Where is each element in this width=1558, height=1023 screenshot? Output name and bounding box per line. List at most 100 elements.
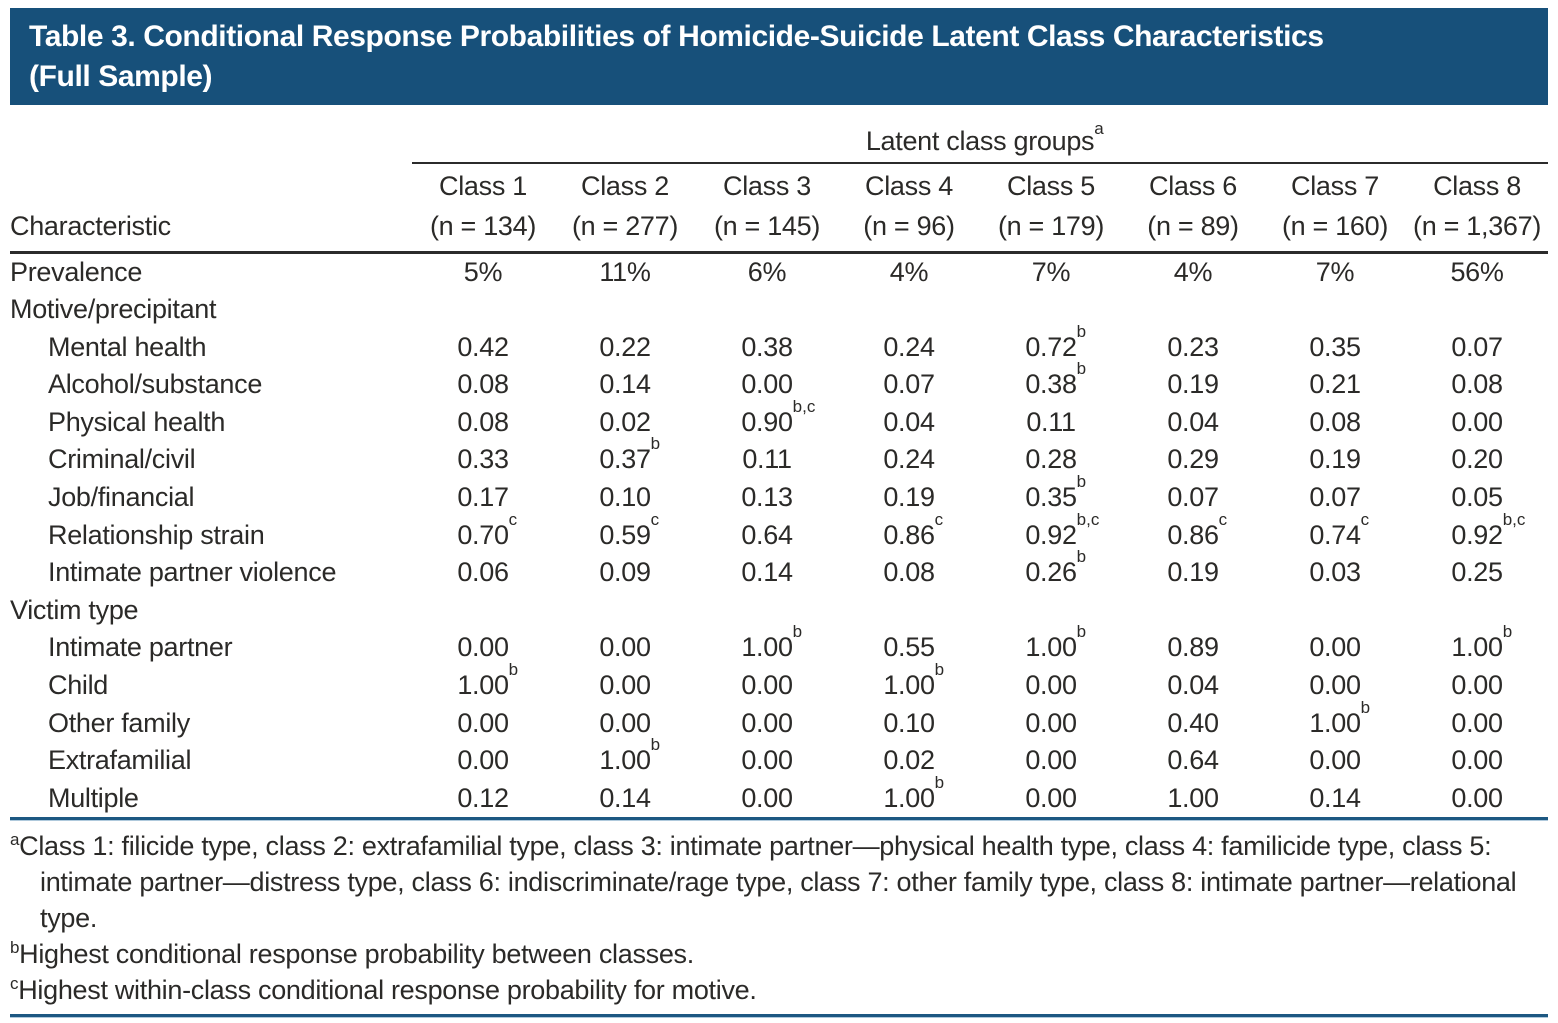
class-column-header: Class 7 <box>1291 171 1379 201</box>
table-row: Mental health 0.42 0.22 0.38 0.24 0.72 b 0.23 0.… <box>10 323 1548 367</box>
footnote-marker: a <box>10 830 20 850</box>
value-cell: 0.00 <box>1025 670 1077 701</box>
value-cell: 0.00 <box>1451 782 1503 813</box>
value-cell: 0.07 <box>883 369 935 400</box>
value-cell <box>838 291 980 329</box>
value-cell: 0.08 <box>457 406 509 437</box>
value-cell: 0.00 <box>741 670 793 701</box>
corner-cell <box>10 117 412 163</box>
value-cell: 0.23 <box>1167 331 1219 362</box>
value-cell: 0.14 <box>741 557 793 588</box>
value-cell: 0.38 <box>741 331 793 362</box>
table-title-bar: Table 3. Conditional Response Probabilit… <box>10 8 1548 105</box>
value-cell: 1.00 b <box>883 660 945 701</box>
value-cell: 0.02 <box>599 406 651 437</box>
value-cell: 0.11 <box>742 444 792 475</box>
value-cell: 0.25 <box>1451 557 1503 588</box>
value-cell: 0.19 <box>1309 444 1361 475</box>
value-cell: 0.86 c <box>883 509 944 550</box>
column-header-characteristic: Characteristic <box>10 209 412 254</box>
footnote-marker: b <box>10 938 20 958</box>
value-cell: 0.08 <box>1451 369 1503 400</box>
row-label: Prevalence <box>10 256 143 287</box>
value-cell: 0.92 b,c <box>1451 509 1526 550</box>
value-cell: 0.11 <box>1026 406 1076 437</box>
value-cell: 0.00 <box>1451 670 1503 701</box>
value-cell: 0.13 <box>741 482 793 513</box>
value-cell: 0.00 <box>741 369 793 400</box>
value-cell: 1.00 b <box>1025 622 1087 663</box>
table-bottom-rule <box>10 817 1548 821</box>
class-column-header: Class 6 <box>1149 171 1237 201</box>
value-cell <box>980 592 1122 630</box>
value-cell <box>554 592 696 630</box>
data-table: Latent class groups a Class 1 Class 2 Class … <box>10 117 1549 817</box>
value-cell: 0.86 c <box>1167 509 1228 550</box>
value-cell: 0.00 <box>1309 632 1361 663</box>
table-title-line1: Table 3. Conditional Response Probabilit… <box>29 20 1324 53</box>
value-cell: 0.59 c <box>599 509 660 550</box>
footnote-marker: c <box>10 974 19 994</box>
value-cell: 0.00 <box>1025 707 1077 738</box>
value-cell: 5% <box>463 256 503 287</box>
value-cell: 0.00 <box>1451 707 1503 738</box>
row-label: Child <box>48 670 109 701</box>
value-cell <box>1122 291 1264 329</box>
value-cell <box>1406 592 1548 630</box>
value-cell: 0.00 <box>741 745 793 776</box>
value-cell <box>412 592 554 630</box>
value-cell: 1.00 b <box>741 622 803 663</box>
class-column-header: Class 5 <box>1007 171 1095 201</box>
value-cell: 0.89 <box>1167 632 1219 663</box>
value-cell: 0.00 <box>1451 406 1503 437</box>
group-header: Latent class groups a <box>412 117 1549 164</box>
table-row: Alcohol/substance 0.08 0.14 0.00 0.07 0.38 b 0.… <box>10 359 1548 404</box>
value-cell: 0.00 <box>1025 782 1077 813</box>
value-cell: 0.64 <box>1167 745 1219 776</box>
class-column-header: Class 2 <box>581 171 669 201</box>
value-cell <box>1406 291 1548 329</box>
value-cell <box>412 291 554 329</box>
value-cell: 0.37 b <box>599 434 661 475</box>
value-cell: 0.04 <box>1167 670 1219 701</box>
value-cell: 0.08 <box>883 557 935 588</box>
value-cell: 0.08 <box>457 369 509 400</box>
value-cell: 0.33 <box>457 444 509 475</box>
value-cell: 7% <box>1031 256 1071 287</box>
section-label: Victim type <box>10 594 139 625</box>
value-cell: 0.64 <box>741 519 793 550</box>
value-cell: 1.00 b <box>1309 697 1371 738</box>
value-cell: 0.29 <box>1167 444 1219 475</box>
value-cell: 0.24 <box>883 444 935 475</box>
value-cell: 0.00 <box>457 707 509 738</box>
value-cell: 0.26 b <box>1025 547 1087 588</box>
value-cell: 0.38 b <box>1025 359 1087 400</box>
value-cell <box>696 592 838 630</box>
value-cell: 0.14 <box>599 782 651 813</box>
table-head: Latent class groups a Class 1 Class 2 Class … <box>10 117 1549 254</box>
value-cell: 0.21 <box>1309 369 1361 400</box>
row-label: Multiple <box>48 782 139 813</box>
value-cell: 0.00 <box>457 632 509 663</box>
table-row: Job/financial 0.17 0.10 0.13 0.19 0.35 b 0.07 0.… <box>10 473 1548 517</box>
class-column-header: Class 1 <box>439 171 527 201</box>
value-cell: 0.07 <box>1451 331 1503 362</box>
value-cell: 0.00 <box>599 670 651 701</box>
value-cell: 0.00 <box>599 707 651 738</box>
value-cell: 0.00 <box>599 632 651 663</box>
class-n-label: (n = 179) <box>980 209 1122 254</box>
table-row: Victim type <box>10 592 1548 630</box>
class-n-label: (n = 89) <box>1122 209 1264 254</box>
row-label: Intimate partner <box>48 632 233 663</box>
page-bottom-rule-light <box>10 1017 1548 1019</box>
table-row: Relationship strain 0.70 c 0.59 c 0.64 0.86 c 0.… <box>10 509 1548 555</box>
class-column-header: Class 8 <box>1433 171 1521 201</box>
value-cell: 0.06 <box>457 557 509 588</box>
value-cell <box>554 291 696 329</box>
page-bottom-rule <box>10 1014 1548 1018</box>
class-n-label: (n = 1,367) <box>1406 209 1549 254</box>
value-cell: 0.55 <box>883 632 935 663</box>
value-cell <box>838 592 980 630</box>
row-label: Relationship strain <box>48 519 265 550</box>
value-cell: 0.00 <box>457 745 509 776</box>
